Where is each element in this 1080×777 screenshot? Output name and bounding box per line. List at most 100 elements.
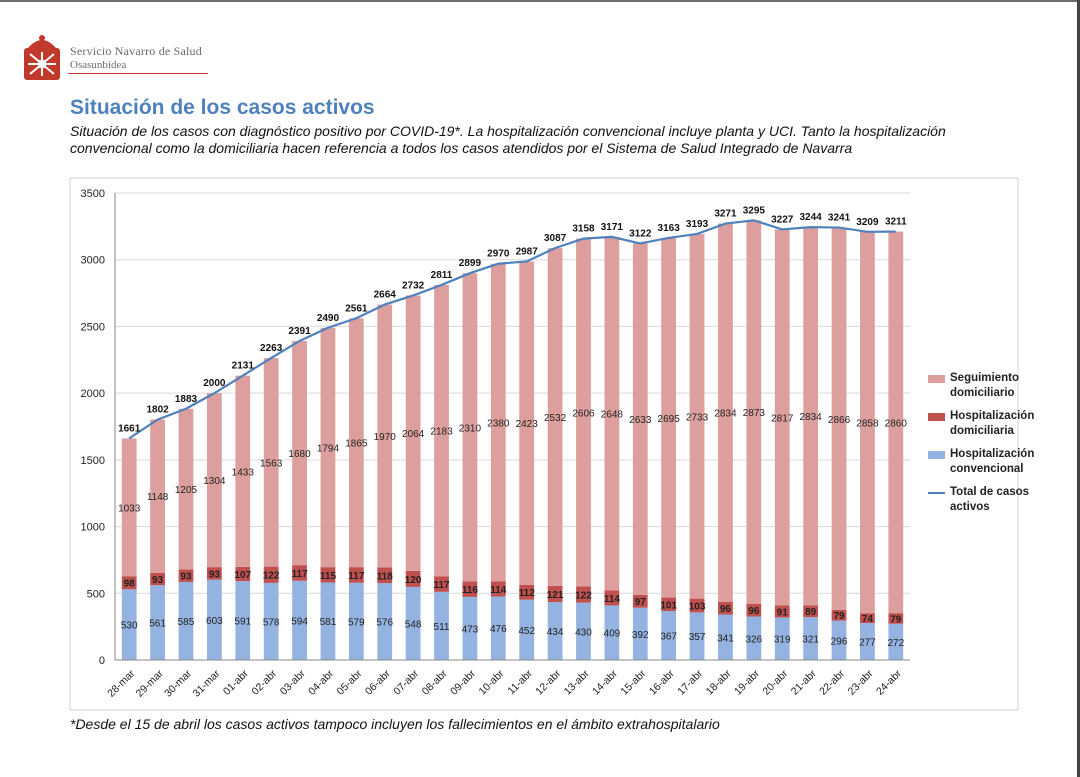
data-label-seguimiento: 2733 xyxy=(686,412,709,423)
data-label-hosp-convencional: 473 xyxy=(462,624,479,635)
data-label-total: 3171 xyxy=(601,222,624,233)
data-label-seguimiento: 1680 xyxy=(288,449,311,460)
data-label-hosp-domiciliaria: 98 xyxy=(124,579,136,590)
data-label-hosp-convencional: 585 xyxy=(178,617,195,628)
data-label-hosp-domiciliaria: 117 xyxy=(291,569,308,580)
data-label-seguimiento: 1433 xyxy=(232,467,255,478)
legend-item-hosp-convencional: Hospitalización convencional xyxy=(928,447,1058,485)
navarra-coat-of-arms-logo xyxy=(24,35,60,80)
data-label-hosp-domiciliaria: 89 xyxy=(805,607,817,618)
data-label-hosp-convencional: 326 xyxy=(745,634,762,645)
x-tick-label: 23-abr xyxy=(846,667,876,697)
data-label-hosp-domiciliaria: 97 xyxy=(635,597,647,608)
data-label-total: 3122 xyxy=(629,228,652,239)
data-label-hosp-domiciliaria: 96 xyxy=(720,604,732,615)
chart-border xyxy=(69,177,1019,711)
data-label-total: 2391 xyxy=(288,326,311,337)
y-tick-label: 0 xyxy=(99,655,105,667)
x-axis: 28-mar29-mar30-mar31-mar01-abr02-abr03-a… xyxy=(105,659,910,700)
x-tick-label: 03-abr xyxy=(278,667,308,697)
data-label-hosp-convencional: 548 xyxy=(405,619,422,630)
data-label-seguimiento: 2648 xyxy=(601,410,624,421)
data-label-total: 1661 xyxy=(118,423,141,434)
bar-seguimiento xyxy=(689,233,705,599)
bar-hosp-domiciliaria xyxy=(263,566,279,583)
data-label-total: 2131 xyxy=(232,361,255,372)
data-label-total: 3193 xyxy=(686,219,709,230)
data-label-seguimiento: 1148 xyxy=(147,492,169,503)
legend-line-total xyxy=(928,492,945,494)
bar-seguimiento xyxy=(604,236,620,591)
data-label-total: 2664 xyxy=(374,290,397,301)
data-label-hosp-convencional: 357 xyxy=(689,632,706,643)
bar-hosp-convencional xyxy=(774,617,790,660)
data-label-seguimiento: 2873 xyxy=(743,408,766,419)
data-label-hosp-convencional: 452 xyxy=(518,626,535,637)
bar-hosp-domiciliaria xyxy=(235,566,251,582)
x-tick-label: 04-abr xyxy=(306,667,336,697)
bar-hosp-convencional xyxy=(235,581,251,660)
bar-hosp-domiciliaria xyxy=(547,585,563,603)
data-label-total: 3295 xyxy=(743,205,766,216)
bar-seguimiento xyxy=(206,393,222,568)
bar-hosp-convencional xyxy=(377,583,393,660)
x-tick-label: 01-abr xyxy=(221,667,251,697)
x-tick-label: 21-abr xyxy=(789,667,819,697)
bar-hosp-convencional xyxy=(121,589,137,660)
data-label-hosp-convencional: 576 xyxy=(376,618,393,629)
data-label-total: 1802 xyxy=(146,405,169,416)
data-label-seguimiento: 1563 xyxy=(260,458,283,469)
chart-legend: Seguimiento domiciliario Hospitalización… xyxy=(928,371,1058,523)
bar-seguimiento xyxy=(405,295,421,571)
x-tick-label: 05-abr xyxy=(335,667,365,697)
bar-hosp-convencional xyxy=(661,611,677,660)
data-label-seguimiento: 2866 xyxy=(828,415,851,426)
data-label-hosp-convencional: 392 xyxy=(632,630,649,641)
data-label-hosp-domiciliaria: 112 xyxy=(519,588,536,599)
x-tick-label: 24-abr xyxy=(874,667,904,697)
legend-swatch-seguimiento xyxy=(928,375,945,383)
data-label-total: 3227 xyxy=(771,214,794,225)
data-label-seguimiento: 1794 xyxy=(317,443,340,454)
bar-hosp-convencional xyxy=(434,591,449,660)
bar-seguimiento xyxy=(888,231,904,614)
x-tick-label: 11-abr xyxy=(505,667,535,697)
y-tick-label: 500 xyxy=(87,588,105,600)
data-label-seguimiento: 2858 xyxy=(856,418,879,429)
data-label-total: 2970 xyxy=(487,249,510,260)
data-label-total: 3241 xyxy=(828,213,851,224)
bar-seguimiento xyxy=(803,227,819,606)
data-label-total: 2000 xyxy=(203,378,226,389)
data-label-seguimiento: 2606 xyxy=(572,408,595,419)
data-label-hosp-domiciliaria: 114 xyxy=(604,594,621,605)
bar-seguimiento xyxy=(661,237,677,598)
legend-swatch-hosp-domiciliaria xyxy=(928,413,945,421)
data-label-hosp-convencional: 594 xyxy=(291,616,308,627)
bar-hosp-convencional xyxy=(490,596,506,660)
bar-hosp-domiciliaria xyxy=(462,581,478,597)
bar-seguimiento xyxy=(235,375,251,567)
bar-seguimiento xyxy=(121,438,137,577)
legend-label: Hospitalización domiciliaria xyxy=(950,410,1035,437)
data-label-hosp-convencional: 296 xyxy=(831,636,848,647)
x-tick-label: 17-abr xyxy=(675,667,705,697)
bar-hosp-domiciliaria xyxy=(632,594,648,608)
data-label-seguimiento: 2834 xyxy=(800,412,823,423)
data-label-hosp-convencional: 578 xyxy=(263,617,280,628)
data-label-seguimiento: 2695 xyxy=(658,414,681,425)
bar-hosp-domiciliaria xyxy=(206,567,222,580)
legend-label: Hospitalización convencional xyxy=(950,448,1035,475)
x-tick-label: 13-abr xyxy=(562,667,592,697)
legend-item-total: Total de casos activos xyxy=(928,485,1058,523)
x-tick-label: 14-abr xyxy=(590,667,620,697)
data-label-hosp-convencional: 430 xyxy=(575,627,592,638)
data-label-hosp-domiciliaria: 74 xyxy=(862,614,874,625)
bar-hosp-convencional xyxy=(519,599,535,660)
bar-seguimiento xyxy=(547,248,563,586)
bar-seguimiento xyxy=(178,408,194,570)
x-tick-label: 22-abr xyxy=(817,667,847,697)
data-label-hosp-convencional: 603 xyxy=(206,616,223,627)
data-label-total: 1883 xyxy=(175,394,198,405)
bar-seguimiento xyxy=(320,327,336,568)
